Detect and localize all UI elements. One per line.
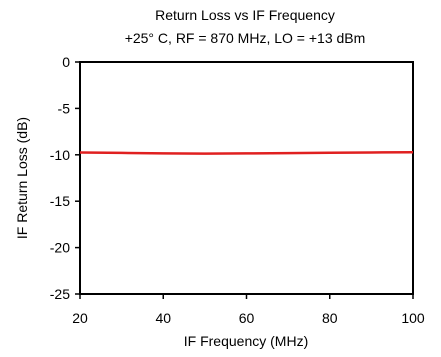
tick-marks <box>75 61 414 299</box>
x-tick-labels: 20 40 60 80 100 <box>72 310 425 326</box>
plot-area-frame <box>79 61 414 295</box>
chart-subtitle: +25° C, RF = 870 MHz, LO = +13 dBm <box>125 30 366 46</box>
y-tick-label: -25 <box>50 286 70 302</box>
x-tick-label: 80 <box>322 310 338 326</box>
x-axis-label: IF Frequency (MHz) <box>184 333 308 349</box>
x-tick-label: 40 <box>155 310 171 326</box>
x-tick-label: 20 <box>72 310 88 326</box>
y-tick-label: 0 <box>62 54 70 70</box>
y-tick-labels: 0 -5 -10 -15 -20 -25 <box>50 54 70 302</box>
return-loss-series-line <box>79 150 414 155</box>
y-tick-label: -10 <box>50 147 70 163</box>
x-tick-label: 100 <box>401 310 425 326</box>
y-tick-label: -5 <box>58 100 71 116</box>
y-tick-label: -20 <box>50 240 70 256</box>
y-tick-label: -15 <box>50 193 70 209</box>
y-axis-label: IF Return Loss (dB) <box>14 117 30 239</box>
chart-title: Return Loss vs IF Frequency <box>155 7 335 23</box>
x-tick-label: 60 <box>239 310 255 326</box>
